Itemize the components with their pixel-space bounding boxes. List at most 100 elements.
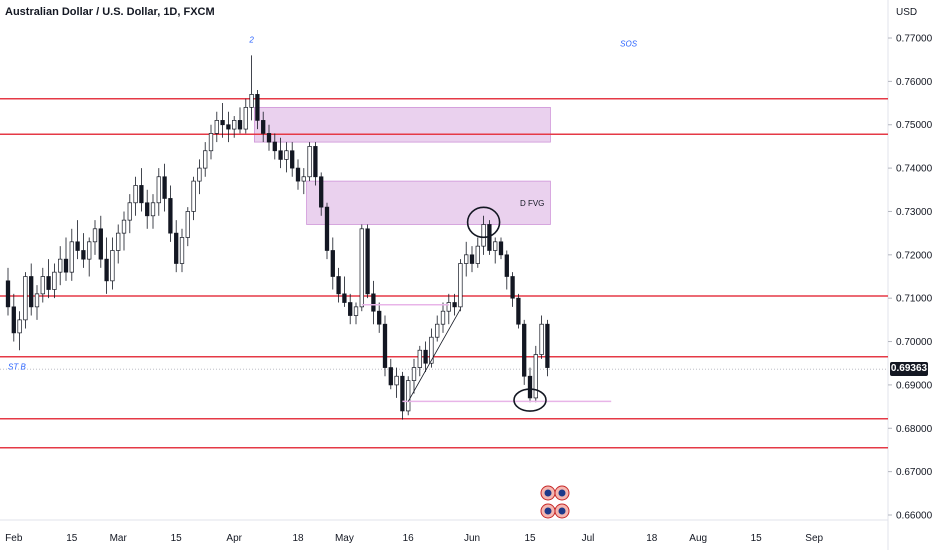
candle-body [249,94,254,108]
candle-body [301,176,306,182]
trend-line [407,308,461,402]
candle-body [498,241,504,256]
candle-body [440,310,446,325]
candle-body [475,245,480,264]
candle-body [510,276,515,299]
x-tick-label: 16 [403,533,415,544]
candle-body [214,120,219,134]
x-tick-label: Apr [226,533,242,544]
x-tick-label: Jul [582,533,595,544]
x-tick-label: 15 [171,533,183,544]
candle-body [23,276,28,321]
candle-body [40,276,45,295]
annotation-label: 2 [248,35,254,44]
candle-body [290,150,295,169]
x-tick-label: Aug [689,533,707,544]
y-tick-label: 0.69000 [896,380,932,391]
y-tick-label: 0.73000 [896,207,932,218]
candle-body [261,120,266,134]
candle-body [266,133,272,143]
candle-body [208,133,214,152]
candle-body [162,176,167,199]
x-tick-label: May [335,533,354,544]
currency-label: USD [896,7,917,18]
candle-body [435,323,440,338]
candle-body [110,250,115,282]
y-tick-label: 0.71000 [896,294,932,305]
candle-body [237,120,243,130]
candle-body [406,380,411,412]
candle-body [203,150,208,169]
x-tick-label: 15 [66,533,78,544]
candle-body [377,310,382,325]
candle-body [516,297,521,325]
candle-body [545,323,550,368]
candle-body [504,254,509,277]
flag-center-icon [544,489,552,497]
candle-body [168,198,173,234]
candle-body [11,306,16,334]
candle-body [533,354,538,399]
candle-body [255,94,260,121]
candle-body [243,107,248,130]
chart-title: Australian Dollar / U.S. Dollar, 1D, FXC… [5,6,215,18]
candle-body [394,375,399,386]
candle-body [423,349,428,364]
candle-body [307,146,312,178]
candle-body [34,293,40,308]
candle-body [75,241,80,251]
x-tick-label: Mar [110,533,128,544]
candle-body [116,232,121,251]
candle-body [87,241,92,260]
candle-body [81,250,86,260]
candle-body [232,120,237,130]
x-tick-label: Jun [464,533,480,544]
zone-label: D FVG [520,199,544,208]
candle-body [69,241,74,273]
candle-body [522,323,527,377]
candle-body [359,228,364,308]
candle-body [272,141,277,152]
candle-body [52,271,57,290]
candle-body [319,176,324,208]
y-tick-label: 0.67000 [896,467,932,478]
candle-body [411,367,417,381]
candle-body [493,241,498,251]
candle-body [353,306,359,316]
candle-body [388,367,393,386]
x-tick-label: 15 [524,533,536,544]
candle-body [150,202,156,217]
candle-body [197,167,202,182]
candle-body [5,280,11,308]
candle-body [295,167,301,182]
candle-body [365,228,370,295]
candle-body [324,206,330,251]
candle-body [17,319,22,334]
candle-body [58,258,63,273]
candle-body [220,120,225,126]
candle-body [313,146,318,178]
x-tick-label: 15 [751,533,763,544]
y-tick-label: 0.75000 [896,120,932,131]
y-tick-label: 0.76000 [896,77,932,88]
candle-body [133,185,138,204]
candle-body [481,224,486,247]
flag-center-icon [558,507,566,515]
candle-body [185,211,190,238]
candle-body [417,349,422,368]
candle-body [226,124,231,130]
candle-body [464,254,469,264]
candle-body [342,293,347,303]
candle-body [527,375,533,399]
candle-body [446,302,451,312]
y-tick-label: 0.66000 [896,510,932,521]
fvg-zone [253,106,551,143]
candle-body [400,375,405,412]
y-tick-label: 0.68000 [896,424,932,435]
candle-body [145,202,150,217]
flag-center-icon [544,507,552,515]
candle-body [127,202,132,221]
candle-body [191,180,196,212]
candle-body [348,302,353,316]
